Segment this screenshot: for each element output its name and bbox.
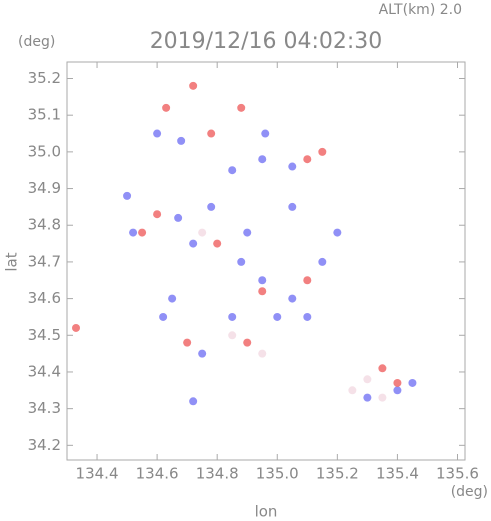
y-tick-label: 34.3 [28,399,61,417]
y-tick-label: 34.6 [28,289,61,307]
echo-point [189,81,198,90]
echo-point [189,239,198,248]
echo-point [183,338,192,347]
echo-point [258,276,267,285]
y-tick-label: 34.5 [28,326,61,344]
y-tick-label: 35.1 [28,106,61,124]
altitude-label: ALT(km) 2.0 [379,2,462,18]
echo-point [318,257,327,266]
x-tick-label: 135.0 [256,465,299,483]
y-tick-label: 34.4 [28,362,61,380]
echo-point [258,287,267,296]
echo-point [153,210,162,219]
echo-point [72,323,81,332]
echo-point [237,103,246,112]
y-tick-label: 34.9 [28,179,61,197]
plot-frame [66,61,466,461]
x-tick-label: 134.8 [196,465,239,483]
echo-point [213,239,222,248]
echo-point [273,312,282,321]
x-tick-label: 135.4 [376,465,419,483]
echo-point [129,228,138,237]
echo-point [363,375,372,384]
x-unit: (deg) [451,484,488,500]
echo-point [363,393,372,402]
echo-point [198,228,207,237]
y-axis-label: lat [3,252,21,271]
echo-point [303,276,312,285]
echo-point [228,166,237,175]
echo-point [333,228,342,237]
echo-point [261,129,270,138]
echo-point [393,378,402,387]
echo-point [162,103,171,112]
echo-point [189,397,198,406]
echo-point [198,349,207,358]
echo-point [288,202,297,211]
echo-point [303,155,312,164]
echo-point [393,386,402,395]
y-tick-label: 34.7 [28,252,61,270]
y-tick-label: 35.0 [28,142,61,160]
echo-point [408,378,417,387]
echo-point [288,294,297,303]
echo-point [177,136,186,145]
x-tick-label: 134.6 [136,465,179,483]
echo-point [237,257,246,266]
echo-point [174,213,183,222]
echo-point [123,191,132,200]
echo-point [348,386,357,395]
echo-point [288,162,297,171]
echo-point [207,202,216,211]
echo-point [318,147,327,156]
echo-point [258,349,267,358]
y-tick-label: 35.2 [28,69,61,87]
echo-point [207,129,216,138]
echo-point [228,331,237,340]
echo-point [243,338,252,347]
echo-point [168,294,177,303]
y-tick-label: 34.2 [28,436,61,454]
echo-point [258,155,267,164]
x-axis-label: lon [255,503,278,521]
y-unit: (deg) [18,34,55,50]
echo-point [159,312,168,321]
echo-point [378,393,387,402]
echo-point [378,364,387,373]
echo-point [153,129,162,138]
echo-point [243,228,252,237]
echo-point [228,312,237,321]
x-tick-label: 135.6 [436,465,479,483]
x-tick-label: 134.4 [76,465,119,483]
y-tick-label: 34.8 [28,216,61,234]
x-tick-label: 135.2 [316,465,359,483]
echo-point [138,228,147,237]
echo-point [303,312,312,321]
chart-title: 2019/12/16 04:02:30 [150,29,383,54]
